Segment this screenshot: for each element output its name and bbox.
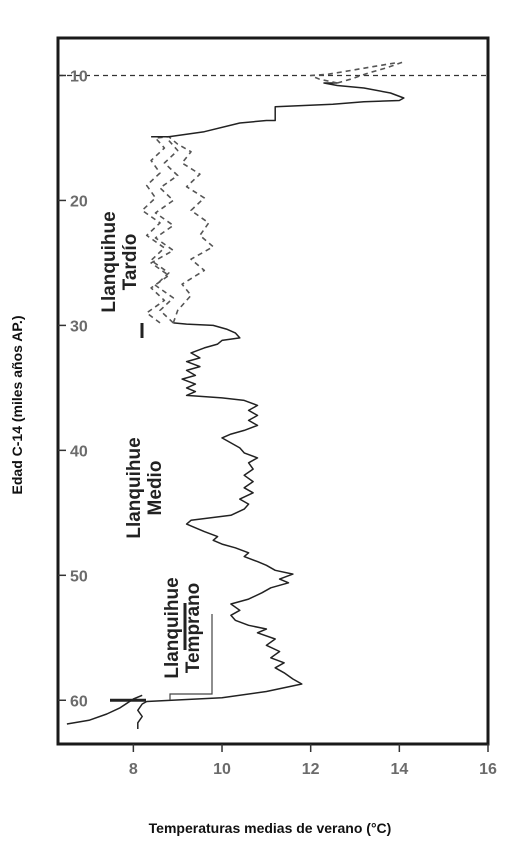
series-line-5 [151, 82, 405, 138]
x-axis-title: Temperaturas medias de verano (°C) [149, 820, 392, 836]
series-line-4 [145, 139, 179, 324]
stage-label-line2: Temprano [183, 583, 204, 673]
y-tick-label-10: 10 [70, 68, 88, 85]
x-tick-label-8: 8 [129, 761, 138, 778]
y-axis-title: Edad C-14 (miles años AP.) [9, 316, 25, 495]
stage-label-2: LlanquihueMedio [124, 437, 166, 538]
series-line-2 [168, 136, 214, 324]
series-line-1 [137, 322, 303, 729]
y-tick-label-60: 60 [70, 693, 88, 710]
stage-bracket-temprano [169, 614, 213, 700]
stage-label-3: LlanquihueTemprano [162, 577, 204, 678]
series-line-6 [309, 62, 396, 84]
series-line-8 [66, 694, 143, 725]
y-tick-label-20: 20 [70, 193, 88, 210]
stage-layer: LlanquihueTardíoLlanquihueMedioLlanquihu… [99, 211, 213, 702]
y-tick-label-50: 50 [70, 568, 88, 585]
x-tick-label-16: 16 [479, 761, 497, 778]
y-tick-layer: 10 20 30 40 50 60 [58, 68, 88, 710]
x-tick-label-10: 10 [213, 761, 231, 778]
y-tick-label-30: 30 [70, 318, 88, 335]
x-tick-layer: 8 10 12 14 16 [129, 744, 497, 778]
stage-label-line1: Llanquihue [162, 577, 183, 678]
stage-label-line1: Llanquihue [99, 211, 120, 312]
series-layer [66, 60, 405, 729]
stage-label-line2: Tardío [120, 234, 141, 291]
y-tick-label-40: 40 [70, 443, 88, 460]
series-line-7 [337, 60, 405, 84]
stage-label-line1: Llanquihue [124, 437, 145, 538]
x-tick-label-14: 14 [390, 761, 408, 778]
stage-label-line2: Medio [145, 461, 166, 516]
x-tick-label-12: 12 [302, 761, 320, 778]
series-line-3 [141, 135, 175, 324]
plot-frame [56, 36, 490, 746]
stage-label-1: LlanquihueTardío [99, 211, 141, 312]
